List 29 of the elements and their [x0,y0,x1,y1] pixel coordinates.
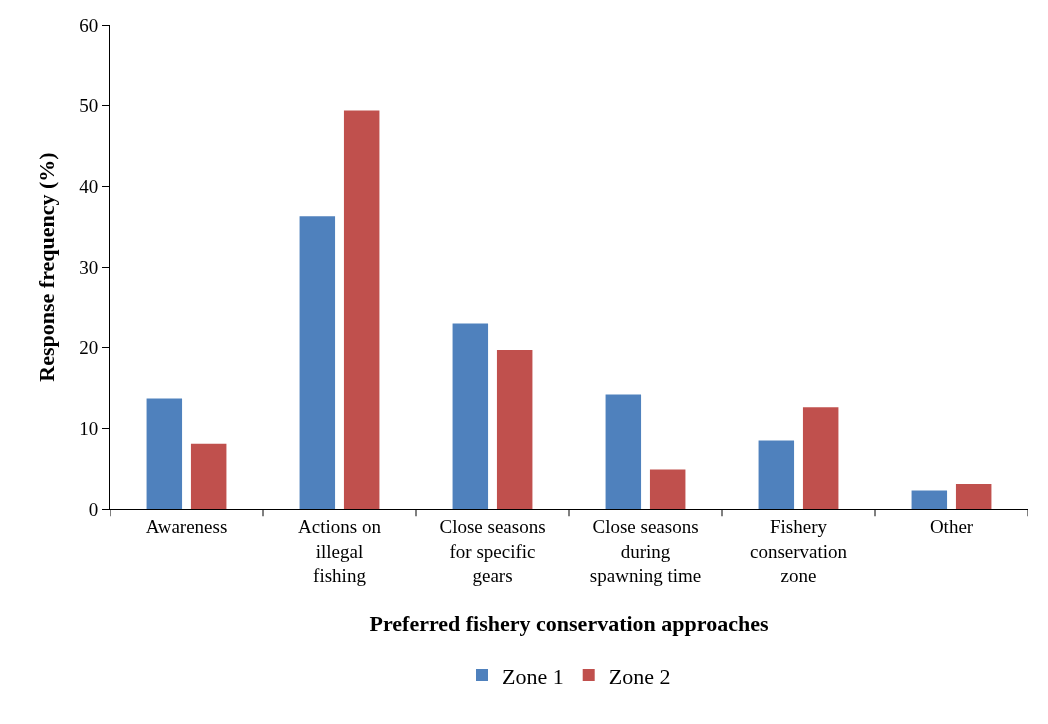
y-tick-label: 40 [79,175,99,197]
y-tick-label: 30 [79,256,99,278]
bar [758,440,795,509]
bar [496,350,533,509]
x-tick-label: Fishery conservation zone [749,515,848,587]
y-tick-label: 50 [79,95,99,117]
bar [911,490,948,509]
y-tick-label: 10 [79,417,99,439]
x-tick-label: Actions on illegal fishing [298,515,382,587]
legend-label: Zone 2 [608,663,671,689]
y-tick-label: 60 [79,14,99,36]
y-axis-title: Response frequency (%) [34,152,59,382]
bar [146,398,183,509]
bar [299,216,336,509]
bar [605,394,642,509]
x-tick-label: Close seasons for specific gears [439,515,546,587]
bar [802,407,839,509]
x-tick-label: Other [929,515,974,537]
bar [955,483,992,509]
x-tick-label: Awareness [145,515,228,537]
x-tick-label: Close seasons during spawning time [589,515,702,587]
bar [649,469,686,509]
y-tick-label: 0 [88,498,99,520]
bar [190,443,227,509]
x-axis-title: Preferred fishery conservation approaches [369,611,769,637]
y-tick-label: 20 [79,337,99,359]
bar [343,110,380,509]
bar [452,323,489,509]
legend-label: Zone 1 [502,663,564,689]
